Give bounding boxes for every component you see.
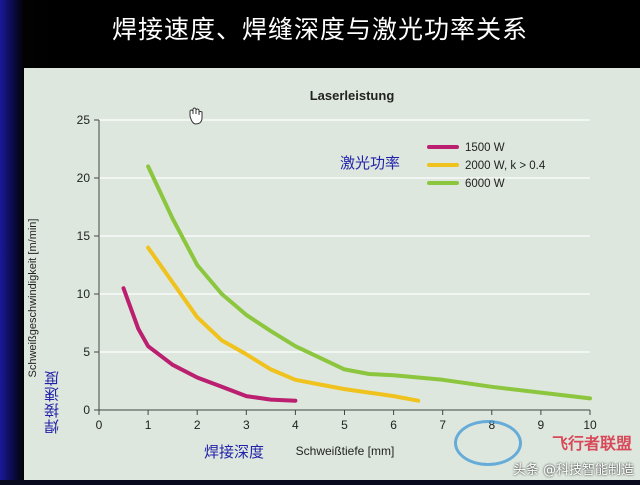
x-tick-label: 10 xyxy=(583,418,597,432)
weld-depth-annotation: 焊接深度 xyxy=(204,443,265,461)
x-axis-label: Schweißtiefe [mm] xyxy=(296,444,395,458)
x-tick-label: 9 xyxy=(538,418,545,432)
y-tick-label: 5 xyxy=(83,345,90,359)
x-tick-label: 2 xyxy=(194,418,201,432)
watermark-circle-icon xyxy=(454,420,522,466)
x-tick-label: 4 xyxy=(292,418,299,432)
hand-cursor-icon xyxy=(189,107,203,125)
chart-title: Laserleistung xyxy=(310,88,395,103)
y-tick-label: 25 xyxy=(77,113,91,127)
x-tick-labels: 0 1 2 3 4 5 6 7 8 9 10 xyxy=(96,418,597,432)
y-tick-label: 10 xyxy=(77,287,91,301)
x-tick-label: 0 xyxy=(96,418,103,432)
laser-power-annotation: 激光功率 xyxy=(340,154,401,172)
x-tick-label: 5 xyxy=(341,418,348,432)
watermark-brand: 飞行者联盟 xyxy=(551,434,632,453)
legend-label: 2000 W, k > 0.4 xyxy=(465,160,546,172)
welding-speed-annotation: 焊接速度 xyxy=(43,370,61,434)
y-tick-label: 15 xyxy=(77,229,91,243)
series-line-1 xyxy=(121,286,298,403)
x-tick-label: 6 xyxy=(390,418,397,432)
series-line-2 xyxy=(146,245,421,403)
legend-label: 1500 W xyxy=(465,142,505,154)
y-tick-labels: 0 5 10 15 20 25 xyxy=(77,113,91,417)
slide-title: 焊接速度、焊缝深度与激光功率关系 xyxy=(111,15,528,44)
legend: 1500 W 2000 W, k > 0.4 6000 W xyxy=(427,142,546,190)
watermark-author: 头条 @科技智能制造 xyxy=(512,463,634,478)
chart-background xyxy=(24,68,640,480)
y-tick-label: 20 xyxy=(77,171,91,185)
y-tick-label: 0 xyxy=(83,403,90,417)
axes xyxy=(94,119,591,415)
chart-panel: Laserleistung 0 1 2 3 4 5 6 7 8 9 10 0 5 10 15 20 25 Sc… xyxy=(24,68,640,480)
series-line-3 xyxy=(146,164,592,401)
y-axis-label: Schweißgeschwindigkeit [m/min] xyxy=(27,219,39,378)
series-lines xyxy=(121,164,592,403)
x-tick-label: 3 xyxy=(243,418,250,432)
x-tick-label: 1 xyxy=(145,418,152,432)
legend-label: 6000 W xyxy=(465,178,505,190)
x-tick-label: 7 xyxy=(439,418,446,432)
